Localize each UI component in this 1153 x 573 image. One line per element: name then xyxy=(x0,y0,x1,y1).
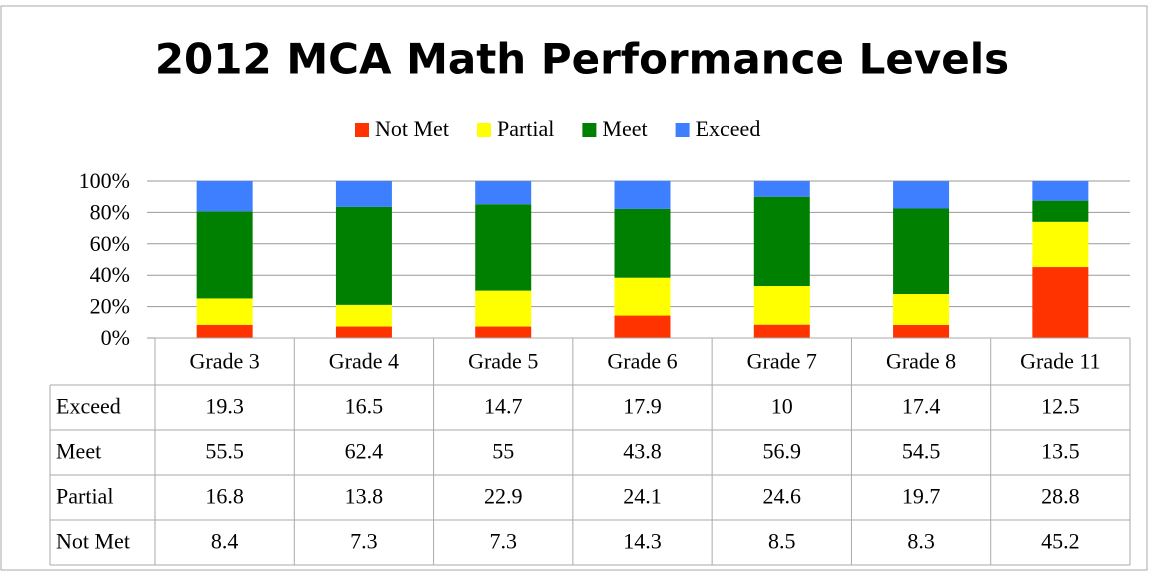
bar-segment xyxy=(196,211,253,299)
bar-segment xyxy=(196,324,253,338)
table-cell: 55 xyxy=(492,439,514,464)
table-cell: 14.7 xyxy=(484,394,523,419)
bar-segment xyxy=(893,324,950,338)
table-cell: 16.8 xyxy=(205,484,244,509)
legend-label: Not Met xyxy=(375,116,449,141)
table-cell: 10 xyxy=(771,394,793,419)
bar-segment xyxy=(753,196,810,287)
y-tick-label: 100% xyxy=(79,168,130,193)
table-row-label: Meet xyxy=(56,439,101,464)
bar-segment xyxy=(614,180,671,209)
table-cell: 7.3 xyxy=(489,529,517,554)
y-tick-label: 40% xyxy=(90,262,130,287)
bar-segment xyxy=(335,181,392,207)
x-tick-label: Grade 11 xyxy=(1020,349,1100,374)
table-cell: 55.5 xyxy=(205,439,244,464)
table-cell: 8.3 xyxy=(907,529,935,554)
bar-segment xyxy=(614,315,671,338)
table-cell: 7.3 xyxy=(350,529,378,554)
legend-label: Partial xyxy=(497,116,554,141)
table-cell: 16.5 xyxy=(345,394,384,419)
table-cell: 45.2 xyxy=(1041,529,1080,554)
legend-label: Meet xyxy=(602,116,647,141)
table-cell: 24.1 xyxy=(623,484,662,509)
legend-swatch xyxy=(582,123,597,137)
table-cell: 14.3 xyxy=(623,529,662,554)
bar-segment xyxy=(614,277,671,316)
bar-segment xyxy=(753,324,810,338)
x-tick-label: Grade 4 xyxy=(329,349,399,374)
bar-segment xyxy=(1032,267,1089,338)
table-cell: 19.7 xyxy=(902,484,941,509)
table-row-label: Exceed xyxy=(56,394,121,419)
table-cell: 13.8 xyxy=(345,484,384,509)
bar-segment xyxy=(475,326,532,338)
chart-frame xyxy=(0,5,1148,571)
table-row-label: Not Met xyxy=(56,529,130,554)
chart-title: 2012 MCA Math Performance Levels xyxy=(155,35,1009,84)
bar-segment xyxy=(475,290,532,327)
bar-segment xyxy=(335,206,392,305)
bar-segment xyxy=(893,208,950,295)
x-tick-label: Grade 3 xyxy=(190,349,260,374)
bar-segment xyxy=(475,181,532,205)
y-tick-label: 80% xyxy=(90,199,130,224)
table-cell: 8.5 xyxy=(768,529,796,554)
bar-segment xyxy=(335,304,392,327)
legend-label: Exceed xyxy=(696,116,761,141)
table-cell: 17.9 xyxy=(623,394,662,419)
legend-swatch xyxy=(355,123,369,137)
table-cell: 22.9 xyxy=(484,484,523,509)
bar-segment xyxy=(335,326,392,338)
bar-segment xyxy=(1032,200,1089,222)
table-cell: 13.5 xyxy=(1041,439,1080,464)
table-cell: 43.8 xyxy=(623,439,662,464)
x-tick-label: Grade 5 xyxy=(468,349,538,374)
table-cell: 12.5 xyxy=(1041,394,1080,419)
x-tick-label: Grade 7 xyxy=(747,349,817,374)
bar-segment xyxy=(196,298,253,325)
x-tick-label: Grade 8 xyxy=(886,349,956,374)
bar-segment xyxy=(753,286,810,325)
bar-segment xyxy=(196,181,253,212)
x-tick-label: Grade 6 xyxy=(607,349,677,374)
table-cell: 24.6 xyxy=(763,484,802,509)
bar-segment xyxy=(475,204,532,291)
table-cell: 19.3 xyxy=(205,394,244,419)
y-tick-label: 20% xyxy=(90,294,130,319)
legend-swatch xyxy=(476,123,491,137)
table-cell: 62.4 xyxy=(345,439,384,464)
y-tick-label: 60% xyxy=(90,231,130,256)
bar-segment xyxy=(1032,221,1089,268)
bar-segment xyxy=(893,181,950,209)
table-cell: 17.4 xyxy=(902,394,941,419)
bar-segment xyxy=(1032,181,1089,201)
bar-segment xyxy=(753,181,810,197)
table-cell: 54.5 xyxy=(902,439,941,464)
table-cell: 8.4 xyxy=(211,529,239,554)
table-cell: 28.8 xyxy=(1041,484,1080,509)
bar-segment xyxy=(893,294,950,325)
y-tick-label: 0% xyxy=(101,325,130,350)
table-row-label: Partial xyxy=(56,484,113,509)
bar-segment xyxy=(614,208,671,278)
legend-swatch xyxy=(675,123,690,137)
table-cell: 56.9 xyxy=(763,439,802,464)
